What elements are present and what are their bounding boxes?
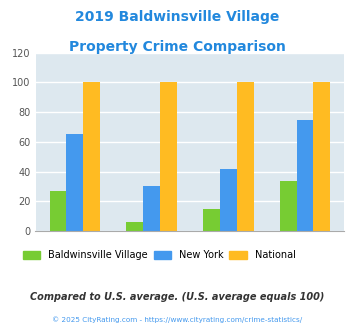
Bar xyxy=(66,134,83,231)
Text: © 2025 CityRating.com - https://www.cityrating.com/crime-statistics/: © 2025 CityRating.com - https://www.city… xyxy=(53,317,302,323)
Bar xyxy=(220,169,237,231)
Bar xyxy=(126,222,143,231)
Text: Compared to U.S. average. (U.S. average equals 100): Compared to U.S. average. (U.S. average … xyxy=(30,292,325,302)
Bar xyxy=(83,82,100,231)
Bar xyxy=(237,82,253,231)
Bar xyxy=(50,191,66,231)
Bar xyxy=(143,186,160,231)
Bar xyxy=(280,181,296,231)
Text: Property Crime Comparison: Property Crime Comparison xyxy=(69,40,286,53)
Text: 2019 Baldwinsville Village: 2019 Baldwinsville Village xyxy=(75,10,280,24)
Bar xyxy=(160,82,177,231)
Bar xyxy=(313,82,330,231)
Bar xyxy=(203,209,220,231)
Bar xyxy=(296,119,313,231)
Legend: Baldwinsville Village, New York, National: Baldwinsville Village, New York, Nationa… xyxy=(19,246,300,264)
